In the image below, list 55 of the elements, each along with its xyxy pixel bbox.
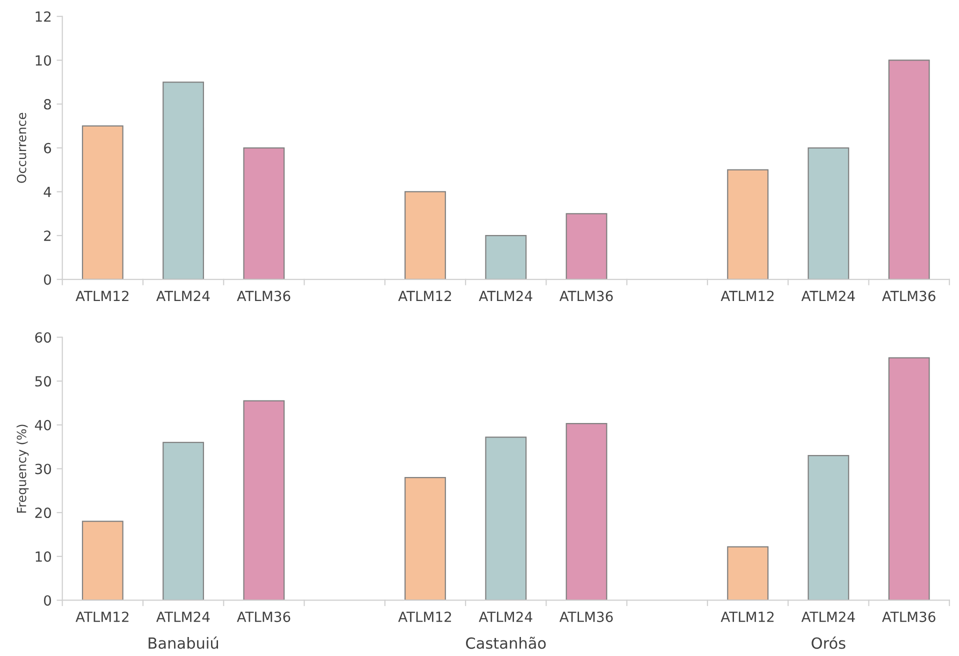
x-tick-label: ATLM24 — [156, 290, 210, 302]
x-tick-label: ATLM24 — [478, 290, 532, 302]
x-tick-label: ATLM12 — [76, 290, 128, 302]
bar — [162, 442, 204, 600]
bar — [808, 455, 850, 600]
bar — [162, 82, 204, 280]
y-tick-label: 60 — [35, 332, 51, 343]
bar — [404, 191, 446, 280]
x-tick-label: ATLM36 — [559, 290, 613, 302]
y-tick-label: 0 — [44, 595, 51, 606]
x-tick-label: ATLM12 — [398, 612, 451, 622]
y-tick-label: 30 — [35, 464, 51, 474]
bar — [727, 546, 769, 600]
x-tick-label: ATLM24 — [156, 612, 210, 622]
bar — [404, 476, 446, 600]
bar — [888, 357, 930, 600]
x-tick-label: ATLM24 — [801, 612, 855, 622]
y-tick-label: 40 — [34, 420, 51, 430]
x-tick-label: ATLM36 — [882, 290, 936, 302]
y-tick-label: 50 — [35, 376, 51, 387]
y-tick-label: 2 — [44, 230, 51, 241]
x-tick-label: ATLM12 — [720, 290, 774, 302]
x-tick-label: ATLM12 — [398, 290, 451, 302]
y-axis-title: Frequency (%) — [16, 424, 29, 513]
bar — [243, 147, 285, 280]
x-tick-label: ATLM36 — [882, 612, 936, 622]
x-tick-label: ATLM24 — [801, 290, 855, 302]
y-tick-label: 12 — [36, 11, 51, 22]
y-tick-label: 4 — [44, 186, 52, 198]
y-tick-label: 10 — [36, 55, 51, 66]
bar — [243, 400, 285, 600]
bar — [566, 423, 608, 600]
bar — [808, 147, 850, 280]
bar — [727, 169, 769, 280]
y-tick-label: 6 — [44, 142, 52, 154]
x-tick-label: ATLM12 — [720, 612, 774, 622]
x-tick-label: ATLM24 — [478, 612, 532, 622]
bar — [888, 60, 930, 280]
y-tick-label: 0 — [44, 274, 51, 285]
x-tick-label: ATLM36 — [236, 612, 290, 622]
bar — [485, 235, 527, 280]
y-axis-title: Occurrence — [16, 112, 26, 183]
bar — [82, 125, 124, 280]
text: Banabuiú — [148, 636, 218, 649]
x-tick-label: ATLM36 — [559, 612, 613, 622]
x-tick-label: ATLM36 — [236, 290, 290, 302]
text: Orós — [812, 636, 846, 649]
text: Castanhão — [466, 636, 546, 649]
bar — [82, 520, 124, 600]
y-tick-label: 10 — [36, 551, 51, 562]
y-tick-label: 8 — [44, 99, 51, 110]
bar — [566, 213, 608, 280]
x-tick-label: ATLM12 — [76, 612, 128, 622]
y-tick-label: 20 — [35, 508, 51, 518]
bar — [485, 436, 527, 600]
